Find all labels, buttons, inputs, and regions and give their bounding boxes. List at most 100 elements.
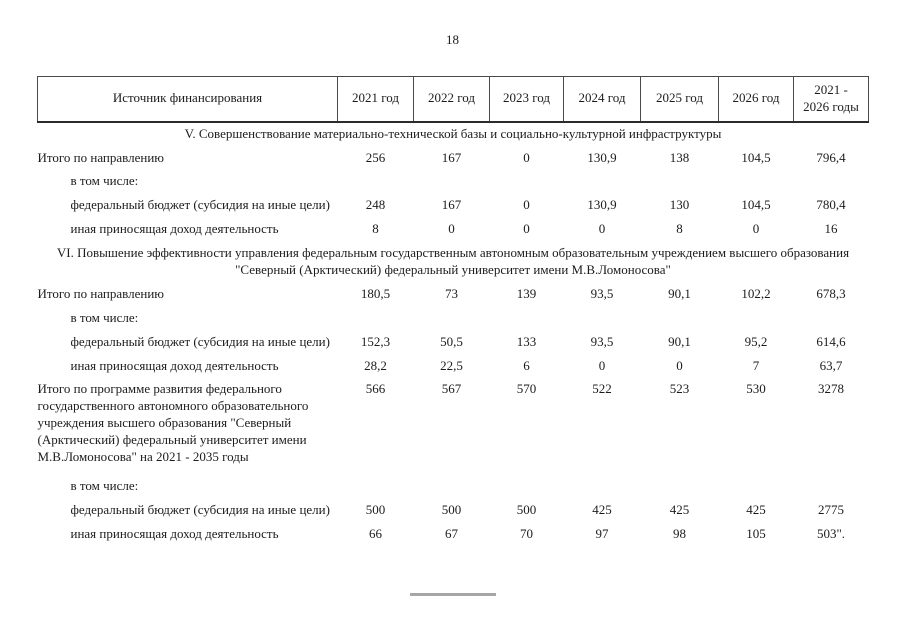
financing-table: Источник финансирования 2021 год 2022 го…: [37, 75, 869, 547]
header-year-2026: 2026 год: [718, 75, 794, 123]
cell-value: 248: [365, 197, 386, 213]
cell-value: 0: [523, 149, 530, 165]
cell-value: 425: [669, 501, 690, 517]
table-row: в том числе:: [38, 470, 869, 499]
cell-value: 570: [516, 381, 537, 397]
cell-value: 138: [669, 149, 690, 165]
cell-value: 522: [592, 381, 612, 397]
table-row: федеральный бюджет (субсидия на иные цел…: [38, 194, 869, 218]
cell-value: 22,5: [440, 357, 463, 373]
table-row: иная приносящая доход деятельность 66 67…: [38, 523, 869, 547]
cell-empty: [338, 307, 869, 331]
cell-value: 567: [441, 381, 462, 397]
cell-value: 796,4: [816, 149, 846, 165]
header-source: Источник финансирования: [37, 75, 338, 123]
row-label: иная приносящая доход деятельность: [70, 221, 279, 237]
table-row: Итого по направлению 256 167 0 130,9 138…: [38, 147, 869, 171]
table-row: Итого по направлению 180,5 73 139 93,5 9…: [38, 283, 869, 307]
header-total-line1: 2021 -: [814, 81, 848, 97]
table-row: Итого по программе развития федерального…: [38, 378, 869, 469]
table-row: в том числе:: [38, 307, 869, 331]
cell-value: 0: [523, 197, 530, 213]
cell-value: 104,5: [741, 197, 771, 213]
table-header: Источник финансирования 2021 год 2022 го…: [37, 75, 869, 123]
cell-value: 0: [523, 221, 530, 237]
cell-value: 50,5: [440, 333, 463, 349]
row-label: Итого по программе развития федерального…: [37, 381, 309, 465]
cell-value: 425: [746, 501, 766, 517]
row-label: Итого по направлению: [37, 285, 165, 301]
header-total: 2021 - 2026 годы: [793, 75, 869, 123]
header-year-2024: 2024 год: [563, 75, 641, 123]
header-year-2023: 2023 год: [489, 75, 564, 123]
section-heading-vi-line1: VI. Повышение эффективности управления ф…: [56, 245, 850, 261]
cell-value: 133: [516, 333, 537, 349]
cell-value: 98: [673, 525, 686, 541]
cell-value: 780,4: [816, 197, 846, 213]
header-row: Источник финансирования 2021 год 2022 го…: [37, 75, 869, 123]
cell-value: 8: [676, 221, 683, 237]
cell-value: 104,5: [741, 149, 771, 165]
cell-value: 105: [746, 525, 766, 541]
cell-value: 0: [448, 221, 455, 237]
cell-value: 93,5: [590, 333, 614, 349]
cell-value: 90,1: [668, 285, 691, 301]
cell-value: 0: [598, 357, 606, 373]
row-label: в том числе:: [70, 173, 139, 189]
table-row: федеральный бюджет (субсидия на иные цел…: [38, 499, 869, 523]
table-row: иная приносящая доход деятельность 28,2 …: [38, 355, 869, 379]
cell-value: 0: [676, 357, 683, 373]
cell-value: 256: [365, 149, 386, 165]
cell-value: 530: [746, 381, 766, 397]
cell-value: 523: [669, 381, 690, 397]
cell-value: 425: [592, 501, 612, 517]
cell-empty: [338, 170, 869, 194]
cell-value: 167: [441, 197, 462, 213]
header-year-2025: 2025 год: [640, 75, 719, 123]
cell-value: 130: [669, 197, 690, 213]
row-label: иная приносящая доход деятельность: [70, 357, 279, 373]
cell-empty: [338, 470, 869, 499]
table-row: в том числе:: [38, 170, 869, 194]
cell-value: 0: [752, 221, 760, 237]
cell-value: 500: [516, 501, 537, 517]
cell-value: 95,2: [744, 333, 768, 349]
cell-value: 28,2: [364, 357, 387, 373]
cell-value: 16: [824, 221, 838, 237]
header-year-2021: 2021 год: [337, 75, 414, 123]
cell-value: 566: [365, 381, 386, 397]
cell-value: 70: [520, 525, 533, 541]
page-number: 18: [446, 32, 459, 47]
cell-value: 2775: [818, 501, 844, 517]
cell-value: 678,3: [816, 285, 846, 301]
cell-value: 63,7: [819, 357, 843, 373]
table-row: федеральный бюджет (субсидия на иные цел…: [38, 331, 869, 355]
row-label: федеральный бюджет (субсидия на иные цел…: [70, 197, 330, 213]
footnote-separator: [409, 592, 496, 596]
cell-value: 6: [523, 357, 530, 373]
section-row-vi: VI. Повышение эффективности управления ф…: [38, 242, 869, 283]
row-label: в том числе:: [70, 309, 139, 325]
section-row-v: V. Совершенствование материально-техниче…: [38, 122, 869, 147]
cell-value: 3278: [818, 381, 844, 397]
cell-value: 90,1: [668, 333, 691, 349]
cell-value: 66: [369, 525, 382, 541]
cell-value: 500: [441, 501, 462, 517]
cell-value: 152,3: [360, 333, 391, 349]
cell-value: 7: [752, 357, 760, 373]
header-total-line2: 2026 годы: [803, 98, 859, 114]
row-label: федеральный бюджет (субсидия на иные цел…: [70, 501, 330, 517]
cell-value: 97: [595, 525, 609, 541]
section-heading-vi-line2: "Северный (Арктический) федеральный унив…: [235, 262, 671, 278]
cell-value: 67: [445, 525, 458, 541]
cell-value: 167: [441, 149, 462, 165]
row-label: в том числе:: [70, 477, 139, 493]
row-label: федеральный бюджет (субсидия на иные цел…: [70, 333, 330, 349]
table-body: V. Совершенствование материально-техниче…: [38, 122, 869, 547]
cell-value: 180,5: [360, 285, 391, 301]
section-heading-v: V. Совершенствование материально-техниче…: [184, 125, 722, 141]
cell-value: 130,9: [587, 197, 617, 213]
header-year-2022: 2022 год: [413, 75, 490, 123]
cell-value: 130,9: [587, 149, 617, 165]
